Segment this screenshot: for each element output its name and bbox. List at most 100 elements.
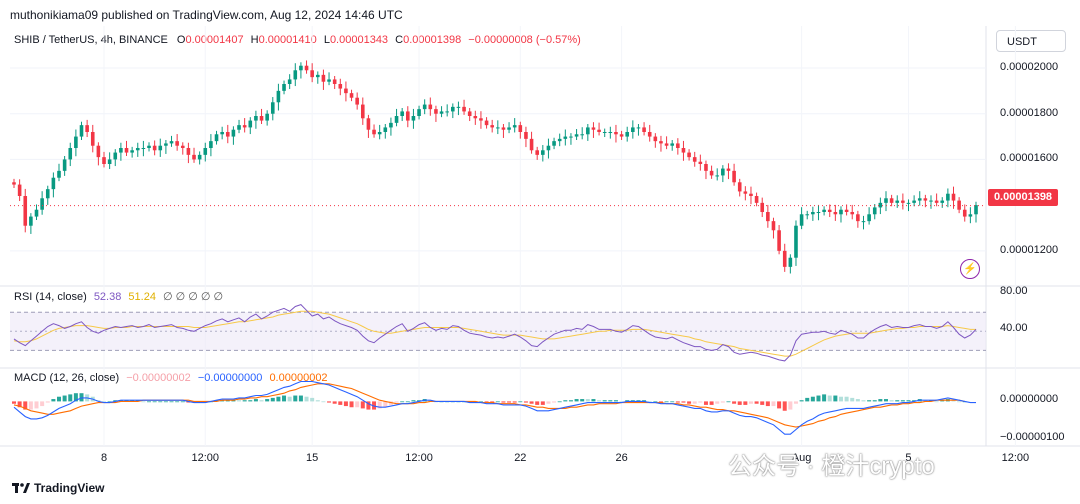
footer-brand[interactable]: TradingView [12, 481, 104, 495]
candle-body [68, 148, 73, 160]
candle-body [360, 104, 365, 119]
candle-body [23, 196, 28, 226]
macd-histogram-bar [417, 400, 422, 402]
candle-body [259, 116, 264, 121]
candle-body [737, 182, 742, 192]
time-tick-label: 12:00 [405, 452, 433, 464]
macd-histogram-bar [265, 399, 270, 402]
rsi-value: 52.38 [93, 291, 122, 303]
candle-body [664, 143, 669, 146]
rsi-title[interactable]: RSI (14, close) [14, 291, 87, 303]
candle-body [355, 97, 359, 105]
macd-histogram-bar [636, 400, 641, 402]
lightning-icon[interactable]: ⚡ [960, 259, 980, 279]
macd-histogram-bar [51, 399, 56, 402]
rsi-level-high: 80.00 [1000, 285, 1028, 297]
candle-body [732, 170, 736, 183]
time-tick-label: 15 [306, 452, 319, 464]
candle-body [265, 113, 269, 121]
candle-body [377, 132, 382, 135]
candle-body [152, 145, 157, 151]
candle-body [619, 134, 624, 137]
candle-body [254, 116, 258, 121]
candle-body [968, 214, 973, 217]
time-tick-label: 22 [514, 452, 527, 464]
candle-body [929, 200, 933, 202]
macd-histogram-bar [912, 400, 917, 402]
candle-body [175, 141, 179, 146]
macd-histogram-bar [332, 401, 337, 404]
currency-button[interactable]: USDT [996, 30, 1066, 52]
macd-histogram-bar [225, 400, 230, 402]
macd-histogram-bar [355, 401, 360, 408]
macd-histogram-bar [360, 401, 365, 409]
candle-body [777, 230, 781, 251]
candle-body [788, 257, 793, 267]
macd-histogram-bar [855, 399, 860, 402]
high-label: H [250, 34, 259, 46]
macd-histogram-bar [653, 401, 658, 403]
candle-body [119, 148, 123, 153]
macd-histogram-bar [287, 396, 292, 402]
candle-body [546, 145, 551, 151]
macd-histogram-bar [822, 394, 827, 402]
rsi-extra-values: ∅ ∅ ∅ ∅ ∅ [163, 291, 224, 303]
candle-body [107, 159, 112, 164]
candle-body [962, 209, 967, 217]
candle-body [130, 150, 134, 153]
candle-body [591, 127, 596, 130]
candle-body [794, 225, 798, 258]
macd-histogram-bar [698, 401, 703, 403]
candle-body [462, 106, 466, 112]
open-label: O [176, 34, 186, 46]
macd-histogram-bar [754, 401, 759, 404]
candle-body [743, 191, 748, 194]
candle-body [366, 118, 371, 130]
macd-histogram-bar [282, 395, 287, 402]
macd-histogram-bar [180, 401, 185, 403]
candle-body [473, 116, 478, 119]
price-tick-label: 0.00002000 [1000, 61, 1059, 73]
candle-body [715, 175, 720, 177]
candle-body [445, 111, 449, 113]
candle-body [518, 125, 523, 132]
rsi-legend: RSI (14, close) 52.38 51.24 ∅ ∅ ∅ ∅ ∅ [14, 290, 223, 303]
candle-body [496, 127, 500, 129]
macd-histogram-bar [304, 396, 309, 402]
candle-body [29, 216, 33, 226]
candle-body [248, 120, 253, 128]
candle-body [417, 109, 421, 116]
macd-histogram-bar [113, 400, 118, 402]
candle-body [422, 104, 427, 110]
publisher-line: muthonikiama09 published on TradingView.… [10, 8, 403, 22]
macd-histogram-bar [57, 396, 62, 402]
low-label: L [323, 34, 330, 46]
macd-histogram-bar [467, 401, 472, 403]
symbol-name[interactable]: SHIB / TetherUS, 4h, BINANCE [14, 34, 168, 46]
candle-body [270, 102, 275, 114]
candle-body [57, 170, 61, 178]
candle-body [135, 148, 140, 151]
candle-body [867, 214, 871, 222]
candle-body [12, 182, 16, 185]
candle-body [631, 127, 635, 132]
price-pane [10, 60, 986, 274]
candle-body [529, 138, 534, 151]
candle-body [389, 122, 393, 128]
candle-body [85, 125, 89, 132]
last-price-tag: 0.00001398 [988, 189, 1058, 206]
macd-histogram-bar [895, 400, 900, 402]
candle-body [760, 202, 765, 212]
candle-body [574, 134, 579, 137]
macd-histogram-bar [726, 401, 731, 403]
macd-histogram-bar [838, 396, 843, 402]
candle-body [580, 134, 584, 136]
candle-body [62, 159, 67, 171]
macd-histogram-bar [512, 401, 517, 403]
macd-histogram-bar [805, 397, 810, 402]
candle-body [884, 198, 888, 203]
macd-histogram-bar [692, 401, 697, 404]
macd-histogram-bar [107, 401, 112, 403]
macd-title[interactable]: MACD (12, 26, close) [14, 372, 120, 384]
